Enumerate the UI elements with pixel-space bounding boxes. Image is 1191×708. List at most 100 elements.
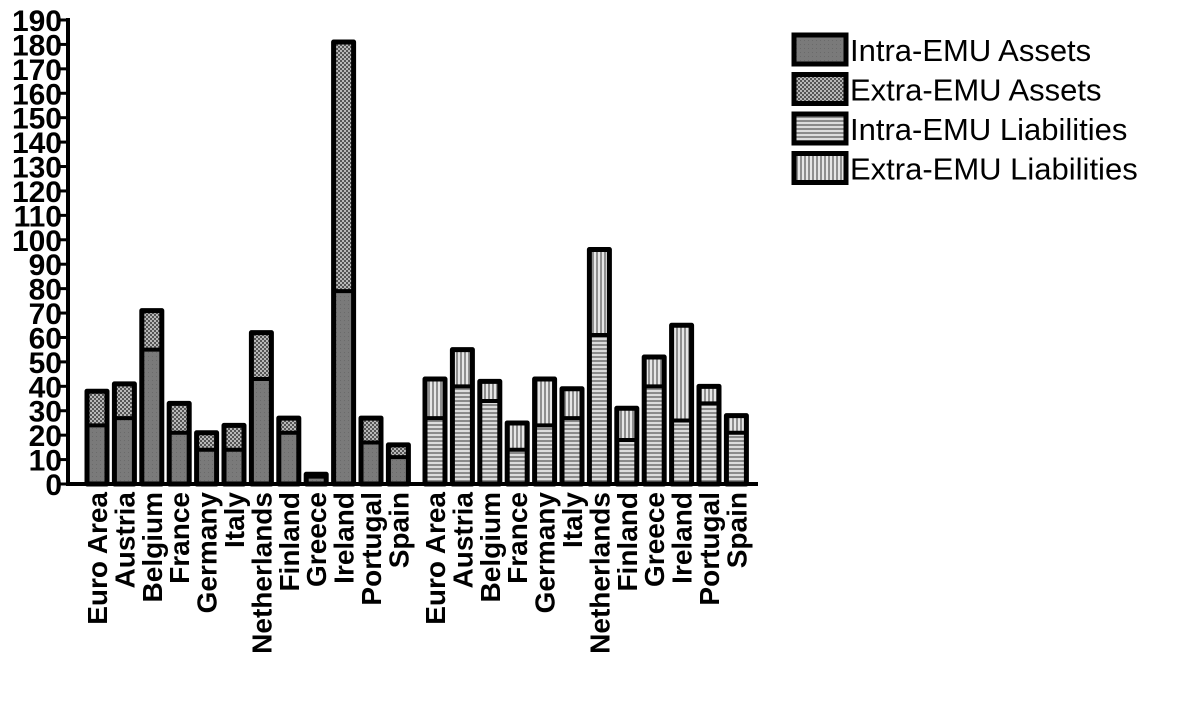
y-tick-label: 150 xyxy=(12,103,62,136)
bar-outline xyxy=(276,415,302,487)
y-tick-label: 190 xyxy=(12,5,62,38)
bar-outline xyxy=(669,322,695,487)
legend-label: Extra-EMU Liabilities xyxy=(850,152,1138,187)
bar-segment xyxy=(479,400,500,484)
bar-segment xyxy=(169,432,190,484)
x-tick-label: Greece xyxy=(639,492,670,587)
bar-segment xyxy=(141,349,162,484)
y-tick-label: 10 xyxy=(29,445,62,478)
x-tick-label: Netherlands xyxy=(246,492,277,654)
bar-segment xyxy=(196,449,217,484)
y-tick-label: 110 xyxy=(14,200,62,233)
y-tick-label: 120 xyxy=(12,176,62,209)
x-tick-label: Belgium xyxy=(137,492,168,602)
x-tick-label: France xyxy=(502,492,533,584)
bar-segment xyxy=(562,418,582,484)
y-tick-label: 30 xyxy=(29,396,62,429)
bar-outline xyxy=(358,415,384,487)
bar-segment xyxy=(644,386,665,484)
bar-outline xyxy=(586,247,612,487)
bar-outline xyxy=(248,330,274,487)
bar-outline xyxy=(477,378,503,487)
bar-segment xyxy=(589,249,610,336)
x-tick-label: Italy xyxy=(219,492,250,548)
bar-segment xyxy=(425,378,445,419)
y-tick-label: 70 xyxy=(29,298,62,331)
y-tick-label: 180 xyxy=(12,29,62,62)
bar-segment xyxy=(452,386,473,484)
legend-swatch xyxy=(791,151,849,185)
bar-outline xyxy=(723,413,749,487)
bar-segment xyxy=(87,425,107,484)
y-tick-label: 130 xyxy=(12,152,62,185)
legend-label: Extra-EMU Assets xyxy=(850,73,1102,108)
y-tick-label: 80 xyxy=(29,274,62,307)
legend-swatch xyxy=(791,32,849,67)
x-tick-label: Belgium xyxy=(475,492,506,602)
bar-segment xyxy=(196,432,217,450)
bar-segment xyxy=(169,403,190,433)
bar-segment xyxy=(141,310,162,350)
bar-segment xyxy=(114,418,135,484)
y-tick-label: 0 xyxy=(45,469,62,502)
bar-segment xyxy=(251,332,272,379)
bar-outline xyxy=(385,442,411,487)
x-tick-label: Greece xyxy=(301,492,332,587)
bar-segment xyxy=(388,457,409,484)
legend-swatch xyxy=(791,111,849,146)
y-tick-label: 20 xyxy=(29,420,62,453)
bar-segment xyxy=(507,449,528,484)
bar-segment xyxy=(333,291,354,484)
bar-outline xyxy=(221,422,247,487)
bar-segment xyxy=(388,444,409,458)
category-labels: Euro AreaAustriaBelgiumFranceGermanyItal… xyxy=(82,492,752,654)
x-tick-label: Euro Area xyxy=(420,492,451,625)
bar-segment xyxy=(616,440,637,484)
bar-outline xyxy=(84,388,110,487)
bar-segment xyxy=(114,383,135,419)
bar-segment xyxy=(251,378,272,484)
bar-segment xyxy=(361,418,381,443)
legend-swatch xyxy=(791,72,849,106)
y-tick-label: 160 xyxy=(12,78,62,111)
bar-outline xyxy=(449,347,475,487)
bar-segment xyxy=(224,449,244,484)
bar-segment xyxy=(671,325,692,421)
bar-segment xyxy=(699,386,719,404)
x-tick-label: Germany xyxy=(530,492,561,614)
x-tick-label: Spain xyxy=(721,492,752,568)
x-tick-label: Ireland xyxy=(667,492,698,584)
legend-label: Intra-EMU Liabilities xyxy=(850,112,1127,147)
x-tick-label: Portugal xyxy=(356,492,387,606)
bar-segment xyxy=(333,41,354,292)
legend-label: Intra-EMU Assets xyxy=(850,33,1091,68)
bars xyxy=(84,39,749,487)
bar-segment xyxy=(726,415,747,433)
bar-outline xyxy=(641,354,667,487)
bar-outline xyxy=(139,308,165,487)
x-tick-label: Italy xyxy=(557,492,588,548)
legend: Intra-EMU Assets Extra-EMU Assets Intra-EM… xyxy=(791,32,1138,187)
bar-segment xyxy=(507,422,528,450)
bar-outline xyxy=(111,381,137,487)
x-tick-label: Netherlands xyxy=(584,492,615,654)
bar-outline xyxy=(303,471,329,487)
bar-segment xyxy=(452,349,473,387)
y-tick-label: 100 xyxy=(12,225,62,258)
bar-segment xyxy=(562,388,582,419)
bar-outline xyxy=(331,39,357,487)
y-tick-label: 60 xyxy=(29,322,62,355)
bar-outline xyxy=(696,383,722,487)
bar-segment xyxy=(224,425,244,450)
bar-segment xyxy=(479,381,500,401)
bar-segment xyxy=(616,408,637,441)
bar-segment xyxy=(278,418,299,433)
bar-outline xyxy=(422,376,448,487)
bar-segment xyxy=(425,418,445,484)
x-tick-label: Germany xyxy=(192,492,223,614)
bar-segment xyxy=(87,391,107,426)
y-tick-label: 140 xyxy=(12,127,62,160)
x-tick-label: France xyxy=(164,492,195,584)
